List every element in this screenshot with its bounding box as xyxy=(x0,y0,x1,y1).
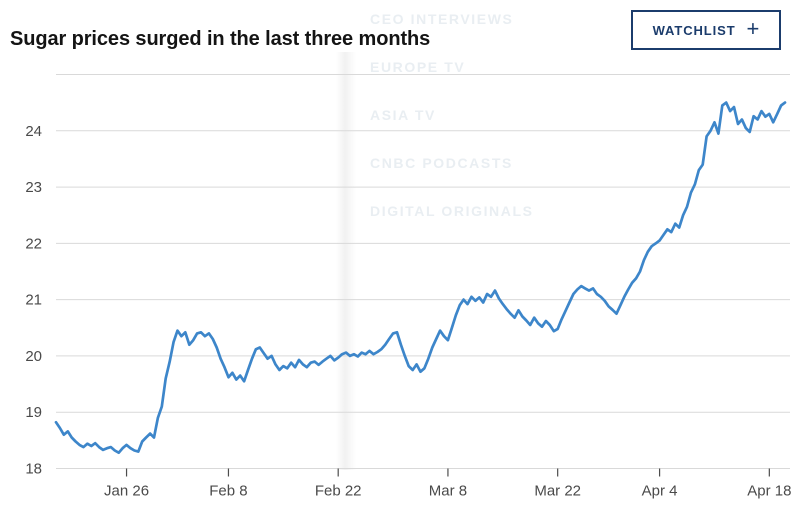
background-menu-item: ASIA TV xyxy=(370,107,436,123)
y-axis-label: 20 xyxy=(25,348,42,365)
y-axis-label: 22 xyxy=(25,235,42,252)
background-menu-item: DIGITAL ORIGINALS xyxy=(370,203,534,219)
y-axis-label: 18 xyxy=(25,461,42,478)
plus-icon: + xyxy=(746,15,760,41)
x-axis-label: Apr 4 xyxy=(642,483,678,500)
background-menu-item: EUROPE TV xyxy=(370,59,466,75)
watchlist-button[interactable]: WATCHLIST + xyxy=(631,10,781,50)
background-menu-item: CEO INTERVIEWS xyxy=(370,11,514,27)
background-menu-item: CNBC PODCASTS xyxy=(370,155,513,171)
x-axis-label: Mar 22 xyxy=(534,483,581,500)
x-axis-label: Feb 22 xyxy=(315,483,362,500)
y-axis-label: 24 xyxy=(25,123,42,140)
chart-title: Sugar prices surged in the last three mo… xyxy=(10,28,431,51)
x-axis-label: Mar 8 xyxy=(429,483,467,500)
y-axis-label: 21 xyxy=(25,292,42,309)
x-axis-label: Apr 18 xyxy=(747,483,791,500)
price-line xyxy=(54,101,787,455)
watchlist-button-label: WATCHLIST xyxy=(652,22,736,38)
x-axis-label: Jan 26 xyxy=(104,483,149,500)
y-axis-label: 23 xyxy=(25,179,42,196)
x-axis-label: Feb 8 xyxy=(209,483,247,500)
y-axis-label: 19 xyxy=(25,404,42,421)
